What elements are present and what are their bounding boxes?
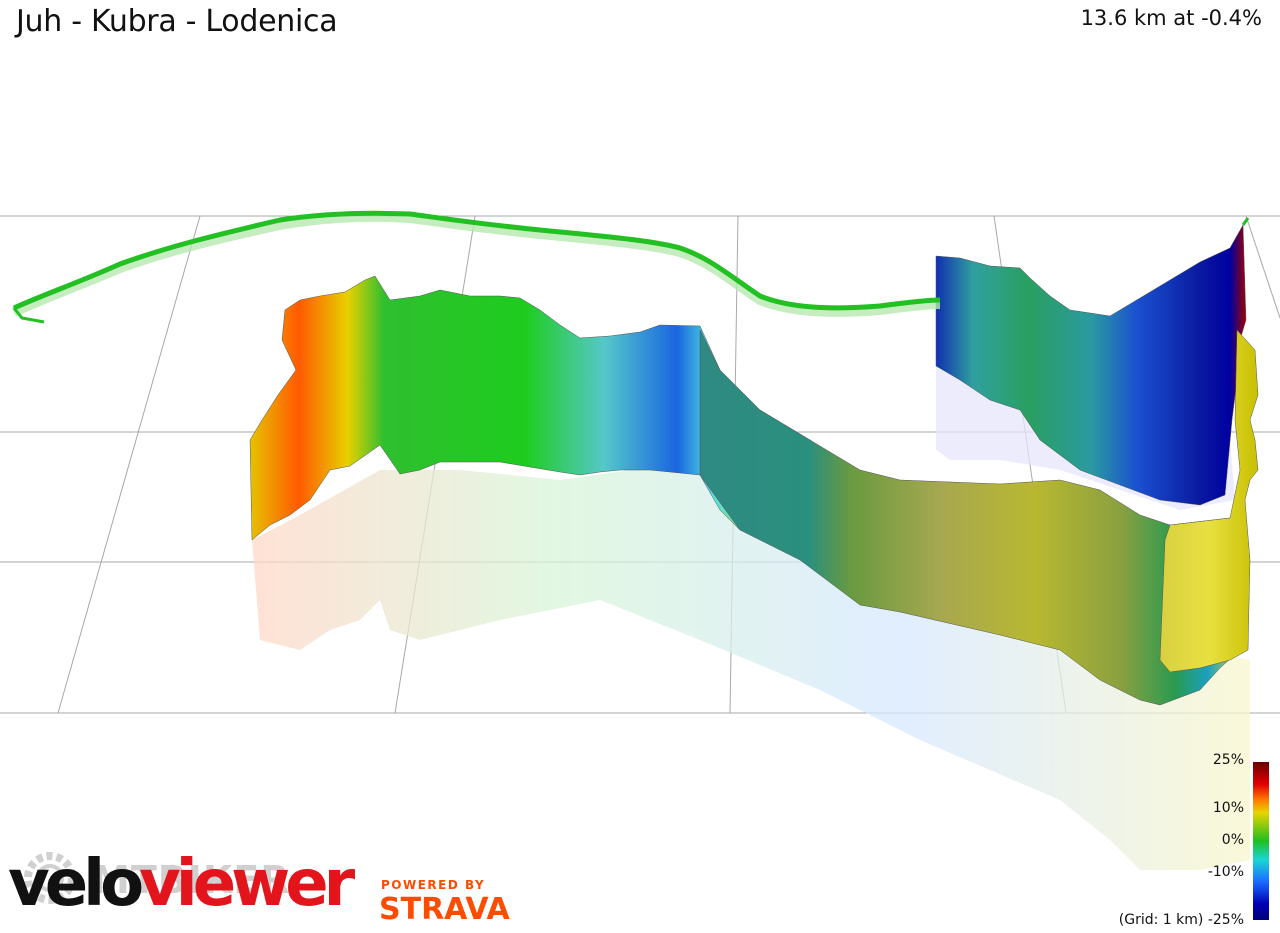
logo-part-velo: velo <box>8 847 144 921</box>
route-ribbon-right <box>1241 217 1250 226</box>
powered-by-text: POWERED BY <box>381 878 486 892</box>
legend-label-25: 25% <box>1212 752 1244 768</box>
legend-label-minus25: (Grid: 1 km) -25% <box>1119 912 1244 928</box>
shadow-left-wall <box>252 460 1250 870</box>
gradient-legend-bar <box>1253 762 1269 920</box>
gear-icon <box>24 852 76 904</box>
elevation-wall-c <box>935 224 1247 506</box>
logo-part-viewer: viewer <box>139 847 355 921</box>
legend-label-10: 10% <box>1212 800 1244 816</box>
route-summary: 13.6 km at -0.4% <box>1080 6 1262 30</box>
route-start-tail <box>12 307 45 324</box>
route-ribbon <box>12 210 941 311</box>
legend-label-minus25-value: -25% <box>1207 912 1244 928</box>
elevation-wall-d <box>1159 329 1259 673</box>
legend-label-0: 0% <box>1221 832 1244 848</box>
grid-note: (Grid: 1 km) <box>1118 912 1204 928</box>
route-title: Juh - Kubra - Lodenica <box>16 4 338 39</box>
legend-label-minus10: -10% <box>1207 864 1244 880</box>
veloviewer-logo[interactable]: veloviewer <box>8 852 355 916</box>
watermark-text: MTBIKER <box>92 858 291 902</box>
route-ribbon-far <box>11 211 941 317</box>
strava-logo[interactable]: STRAVA <box>379 892 510 927</box>
